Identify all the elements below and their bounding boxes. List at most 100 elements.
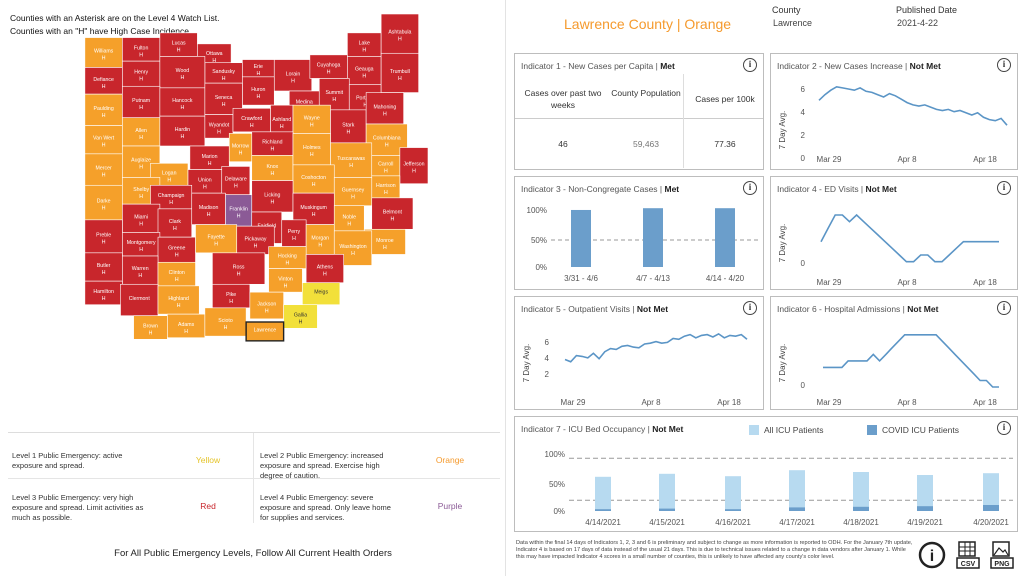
ind1-col-population: County Population	[611, 88, 681, 98]
county-huron[interactable]	[242, 76, 275, 106]
county-clermont[interactable]	[120, 283, 159, 317]
county-jefferson[interactable]	[399, 147, 429, 185]
ind1-col-cases: Cases over past two weeks	[524, 88, 602, 110]
y-axis-label: 7 Day Avg.	[778, 344, 787, 383]
county-franklin[interactable]	[225, 194, 253, 227]
high-incidence-mark: H	[173, 226, 177, 232]
high-incidence-mark: H	[256, 71, 260, 77]
county-williams[interactable]	[84, 37, 123, 68]
county-allen[interactable]	[122, 117, 161, 147]
x-tick-label: 4/16/2021	[715, 518, 751, 527]
county-label: Van Wert	[93, 136, 115, 142]
high-incidence-mark: H	[139, 105, 143, 111]
county-label: Monroe	[376, 238, 394, 244]
county-defiance[interactable]	[84, 67, 123, 95]
county-wayne[interactable]	[292, 104, 331, 134]
county-label: Ottawa	[206, 51, 223, 57]
county-ross[interactable]	[212, 252, 266, 285]
county-geauga[interactable]	[347, 56, 382, 86]
high-incidence-mark: H	[254, 243, 258, 249]
county-gallia[interactable]	[283, 304, 318, 329]
county-morgan[interactable]	[305, 224, 335, 255]
y-tick-label: 0%	[535, 263, 547, 272]
png-download-icon[interactable]: PNG	[988, 540, 1016, 570]
ohio-county-map[interactable]: Williams H Fulton H Lucas H Ottawa H Sandusky H Er…	[60, 13, 440, 414]
county-henry[interactable]	[122, 60, 161, 87]
county-label: Auglaize	[131, 158, 151, 164]
county-hancock[interactable]	[159, 87, 206, 117]
high-incidence-mark: H	[383, 111, 387, 117]
county-fayette[interactable]	[195, 224, 238, 254]
info-icon[interactable]: i	[743, 58, 757, 72]
high-incidence-mark: H	[286, 261, 290, 267]
bar-covid-icu	[917, 506, 933, 511]
county-perry[interactable]	[281, 219, 307, 247]
county-guernsey[interactable]	[333, 177, 373, 207]
info-icon[interactable]: i	[743, 181, 757, 195]
county-label: Mahoning	[373, 104, 396, 110]
x-tick-label: Apr 18	[973, 278, 997, 287]
county-label: Crawford	[241, 116, 262, 122]
county-warren[interactable]	[122, 255, 159, 285]
county-paulding[interactable]	[84, 93, 123, 126]
county-madison[interactable]	[191, 192, 226, 225]
high-incidence-mark: H	[175, 277, 179, 283]
county-label: Gallia	[294, 313, 307, 319]
county-lawrence[interactable]	[245, 321, 285, 342]
high-incidence-mark: H	[102, 143, 106, 149]
county-scioto[interactable]	[204, 307, 247, 337]
county-muskingum[interactable]	[292, 192, 335, 225]
high-incidence-mark: H	[229, 299, 233, 305]
ind1-col-per100k: Cases per 100k	[695, 94, 755, 104]
county-label: Hocking	[278, 254, 297, 260]
county-pickaway[interactable]	[236, 225, 275, 255]
info-icon[interactable]: i	[997, 301, 1011, 315]
indicator-5-card: Indicator 5 - Outpatient Visits | Not Me…	[514, 296, 764, 410]
county-delaware[interactable]	[221, 166, 251, 196]
county-belmont[interactable]	[371, 197, 414, 230]
county-trumbull[interactable]	[380, 52, 419, 93]
info-icon[interactable]: i	[997, 181, 1011, 195]
panel-divider	[505, 0, 506, 576]
y-tick-label: 100%	[527, 206, 547, 215]
high-incidence-mark: H	[292, 236, 296, 242]
indicator-3-card: Indicator 3 - Non-Congregate Cases | Met…	[514, 176, 764, 290]
county-label: Defiance	[93, 77, 114, 83]
county-highland[interactable]	[157, 285, 200, 315]
csv-download-icon[interactable]: CSV	[954, 540, 982, 570]
info-icon[interactable]: i	[997, 58, 1011, 72]
info-circle-icon[interactable]: i	[918, 540, 946, 570]
county-knox[interactable]	[251, 155, 294, 181]
county-mahoning[interactable]	[365, 92, 404, 125]
county-noble[interactable]	[333, 205, 365, 232]
county-vinton[interactable]	[268, 268, 303, 293]
county-label: Athens	[317, 265, 334, 271]
county-label: Pickaway	[245, 236, 267, 242]
high-incidence-mark: H	[203, 184, 207, 190]
county-label: Hardin	[175, 127, 190, 133]
county-ashtabula[interactable]	[380, 13, 419, 54]
county-jackson[interactable]	[249, 291, 284, 320]
county-holmes[interactable]	[292, 133, 331, 166]
county-mercer[interactable]	[84, 153, 123, 186]
info-icon[interactable]: i	[997, 421, 1011, 435]
county-morrow[interactable]	[228, 133, 253, 163]
county-label: Montgomery	[127, 240, 156, 246]
y-tick-label: 50%	[549, 480, 565, 489]
x-tick-label: Apr 8	[897, 398, 917, 407]
county-meigs[interactable]	[302, 282, 341, 306]
bar-all-icu	[659, 473, 675, 511]
indicator-7-status: Not Met	[652, 424, 684, 434]
county-label: Licking	[264, 192, 280, 198]
county-hardin[interactable]	[159, 115, 206, 147]
info-icon[interactable]: i	[743, 301, 757, 315]
bar-covid-icu	[853, 506, 869, 511]
county-wood[interactable]	[159, 56, 206, 89]
county-miami[interactable]	[122, 203, 161, 233]
level2-name: Orange	[435, 455, 465, 465]
county-label: Clermont	[129, 296, 151, 302]
county-label: Preble	[96, 232, 111, 238]
indicator-1-title: Indicator 1 - New Cases per Capita | Met	[521, 61, 675, 71]
county-butler[interactable]	[84, 252, 123, 282]
county-label: Sandusky	[212, 69, 235, 75]
